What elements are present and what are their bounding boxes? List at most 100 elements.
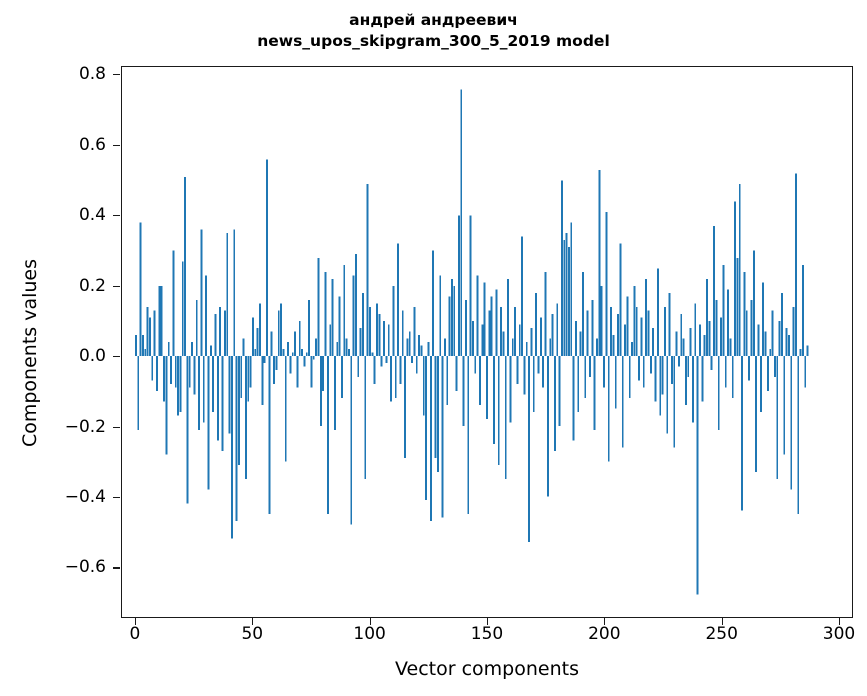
bar [263, 356, 266, 364]
bar [589, 356, 591, 378]
bar [460, 89, 463, 357]
bar [296, 356, 299, 388]
bar [205, 275, 208, 357]
bar [450, 278, 453, 357]
bar [544, 271, 547, 357]
bar [165, 356, 168, 455]
bar [207, 356, 210, 490]
bar [336, 342, 339, 357]
bar [333, 356, 336, 430]
bar [280, 303, 282, 357]
bar [619, 243, 622, 357]
bar [612, 334, 615, 357]
bar [284, 356, 287, 462]
bar [507, 278, 509, 357]
bar [142, 334, 144, 357]
bar [244, 356, 247, 479]
bar [223, 310, 226, 357]
x-tick-label: 200 [588, 624, 621, 644]
bar [319, 356, 322, 427]
bar [673, 356, 676, 448]
bar [465, 299, 467, 357]
bar [731, 356, 734, 399]
bar [802, 264, 804, 357]
bar [294, 331, 297, 357]
bar [237, 356, 240, 465]
bar [715, 299, 718, 357]
bar [680, 313, 683, 357]
bar [474, 356, 477, 374]
y-tick-mark [113, 144, 120, 146]
bar [598, 170, 601, 357]
bar [647, 310, 650, 357]
x-axis-tick-marks [121, 618, 853, 626]
y-axis-tick-labels: −0.6 −0.4 −0.2 0.0 0.2 0.4 0.6 0.8 [0, 64, 106, 618]
bar [689, 327, 692, 357]
bar [415, 356, 418, 374]
bar [256, 327, 259, 357]
x-tick-mark [487, 618, 489, 625]
bar [596, 338, 598, 357]
bar [247, 356, 250, 402]
bar [387, 324, 390, 357]
bar [490, 296, 493, 357]
bar [289, 356, 292, 374]
bar [574, 320, 577, 357]
bar [537, 356, 540, 374]
bar [488, 310, 491, 357]
bar [659, 356, 662, 416]
bar [521, 236, 524, 357]
bar [202, 356, 205, 423]
bar [708, 320, 711, 357]
bar [200, 229, 203, 357]
bar [425, 356, 428, 500]
bar [577, 356, 580, 413]
bar [436, 356, 439, 472]
bar [453, 285, 456, 357]
y-axis-label: Components values [19, 258, 41, 448]
bar [757, 324, 760, 357]
bar [525, 342, 528, 357]
bar [741, 356, 744, 511]
bar [631, 342, 634, 357]
x-tick-mark [252, 618, 254, 625]
bar [593, 356, 596, 430]
bar [677, 356, 680, 367]
y-tick-label: −0.2 [64, 416, 106, 437]
bar [163, 356, 165, 402]
bar [755, 356, 758, 472]
x-axis-label: Vector components [395, 658, 579, 680]
bar [724, 356, 727, 388]
y-tick-label: 0.8 [78, 64, 106, 85]
bar [434, 356, 437, 458]
bar [486, 356, 488, 420]
bar [605, 212, 608, 357]
bar [780, 292, 783, 357]
bar [635, 306, 638, 357]
bar [563, 240, 566, 357]
bar [443, 338, 446, 357]
bar [230, 356, 233, 539]
bar [275, 356, 278, 371]
bar [329, 324, 332, 357]
bar [530, 327, 533, 357]
bar [184, 177, 187, 357]
bar [291, 352, 294, 357]
bar [766, 356, 769, 392]
bar-series [134, 89, 809, 595]
bar [457, 215, 460, 357]
bar [427, 342, 430, 357]
bar [315, 338, 318, 357]
bar [649, 356, 652, 374]
bar [500, 306, 502, 357]
x-tick-mark [369, 618, 371, 625]
bar [380, 356, 383, 367]
bar [301, 349, 304, 357]
bar [254, 349, 257, 357]
bar [670, 356, 673, 385]
bar [509, 356, 512, 423]
y-tick-label: −0.6 [64, 557, 106, 578]
bar [149, 317, 151, 357]
bar [151, 356, 154, 381]
bar [523, 356, 526, 395]
